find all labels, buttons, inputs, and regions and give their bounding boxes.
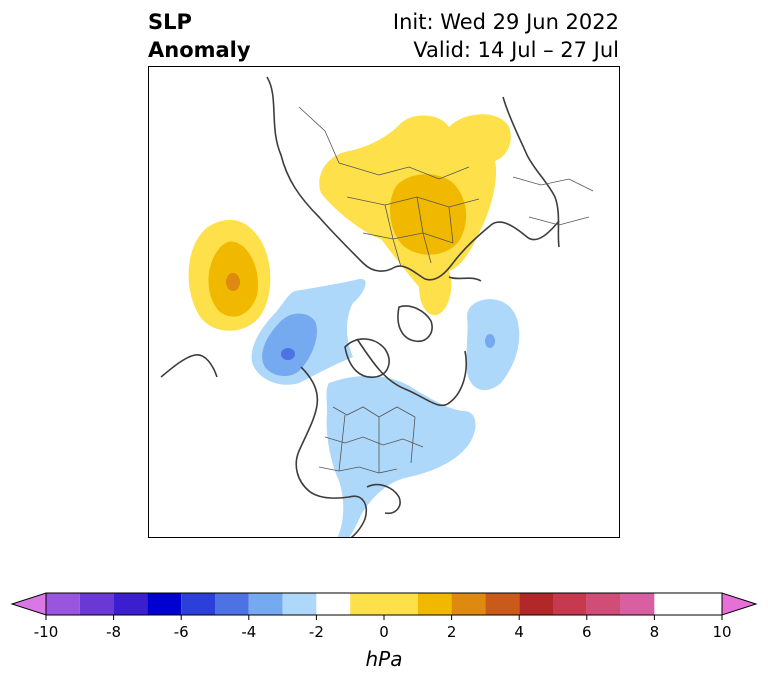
greenland-low bbox=[466, 299, 520, 391]
siberia-high bbox=[319, 114, 511, 316]
north-america-low bbox=[326, 376, 476, 537]
title-line-1: SLP bbox=[148, 10, 192, 34]
colorbar-swatch bbox=[688, 593, 722, 615]
colorbar-swatch bbox=[654, 593, 689, 615]
colorbar-swatch bbox=[46, 593, 80, 615]
colorbar-swatch bbox=[282, 593, 317, 615]
colorbar-swatch bbox=[451, 593, 486, 615]
colorbar-ticks: -10 -8 -6 -4 -2 0 2 4 6 8 10 bbox=[34, 615, 732, 641]
country-borders bbox=[298, 106, 594, 474]
valid-period: Valid: 14 Jul – 27 Jul bbox=[413, 38, 619, 62]
map-svg bbox=[160, 76, 594, 537]
init-date: Init: Wed 29 Jun 2022 bbox=[392, 10, 619, 34]
colorbar-swatch bbox=[248, 593, 283, 615]
colorbar-boxes bbox=[10, 592, 758, 616]
colorbar-swatch bbox=[350, 593, 418, 615]
colorbar-tick-label: 8 bbox=[650, 623, 660, 641]
colorbar-tick-label: -2 bbox=[309, 623, 324, 641]
colorbar-swatch bbox=[147, 593, 182, 615]
colorbar-tick-label: 0 bbox=[379, 623, 389, 641]
coastlines bbox=[160, 76, 560, 537]
colorbar-tick-label: -8 bbox=[106, 623, 121, 641]
colorbar-extend-max bbox=[721, 592, 758, 616]
colorbar-swatch bbox=[79, 593, 114, 615]
gulf-of-alaska-low bbox=[251, 278, 366, 385]
colorbar-swatch bbox=[620, 593, 655, 615]
colorbar-tick-label: 2 bbox=[447, 623, 457, 641]
map-title: SLP Anomaly bbox=[148, 8, 251, 64]
bering-sea-high bbox=[188, 219, 271, 331]
colorbar-swatch bbox=[519, 593, 553, 615]
colorbar-swatch bbox=[215, 593, 249, 615]
colorbar: -10 -8 -6 -4 -2 0 2 4 6 8 10 bbox=[10, 592, 758, 641]
forecast-dates: Init: Wed 29 Jun 2022 Valid: 14 Jul – 27… bbox=[393, 8, 619, 64]
colorbar-swatch bbox=[485, 593, 520, 615]
colorbar-tick-label: 4 bbox=[514, 623, 524, 641]
colorbar-swatch bbox=[586, 593, 621, 615]
colorbar-tick-label: 6 bbox=[582, 623, 592, 641]
map-panel bbox=[148, 66, 620, 538]
colorbar-tick-label: -4 bbox=[241, 623, 256, 641]
colorbar-swatch bbox=[316, 593, 351, 615]
colorbar-extend-min bbox=[10, 592, 47, 616]
colorbar-tick-label: 10 bbox=[712, 623, 731, 641]
title-line-2: Anomaly bbox=[148, 38, 251, 62]
colorbar-swatch bbox=[181, 593, 215, 615]
colorbar-unit-label: hPa bbox=[365, 647, 403, 671]
colorbar-swatch bbox=[553, 593, 587, 615]
colorbar-tick-label: -6 bbox=[174, 623, 189, 641]
colorbar-tick-label: -10 bbox=[34, 623, 59, 641]
colorbar-swatch bbox=[113, 593, 148, 615]
colorbar-swatch bbox=[417, 593, 452, 615]
